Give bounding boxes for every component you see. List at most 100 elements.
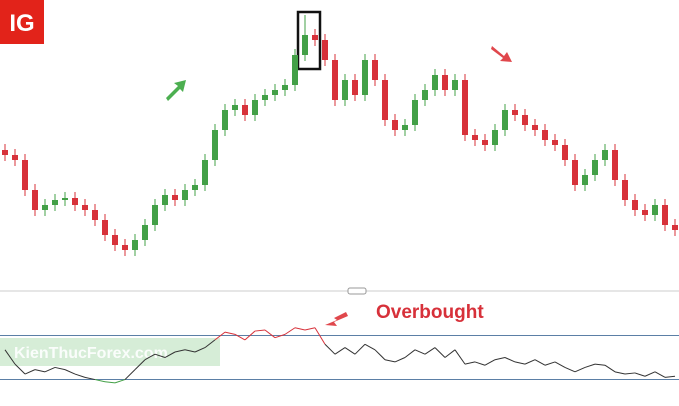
rsi-segment: [4, 349, 16, 365]
rsi-segment: [394, 357, 406, 363]
rsi-segment: [224, 331, 236, 335]
candle-body: [652, 205, 658, 215]
candle-body: [42, 205, 48, 210]
candle-body: [472, 135, 478, 140]
rsi-segment: [74, 373, 86, 378]
candle-body: [272, 90, 278, 95]
rsi-segment: [104, 381, 116, 384]
rsi-segment: [644, 371, 656, 377]
candle-body: [332, 60, 338, 100]
candle-body: [552, 140, 558, 145]
rsi-segment: [424, 347, 436, 355]
candle-body: [162, 195, 168, 205]
candle-body: [12, 155, 18, 160]
candle-body: [622, 180, 628, 200]
rsi-segment: [164, 351, 176, 358]
rsi-segment: [474, 361, 486, 366]
candle-body: [112, 235, 118, 245]
candle-body: [202, 160, 208, 185]
candles: [2, 15, 678, 256]
rsi-segment: [94, 379, 106, 383]
rsi-segment: [624, 372, 636, 375]
up-arrow: [166, 80, 186, 101]
candle-body: [602, 150, 608, 160]
candle-body: [392, 120, 398, 130]
rsi-segment: [234, 333, 246, 341]
rsi-segment: [324, 343, 336, 355]
rsi-segment: [254, 329, 266, 332]
candle-body: [22, 160, 28, 190]
candle-body: [282, 85, 288, 90]
candle-body: [292, 55, 298, 85]
candle-body: [132, 240, 138, 250]
watermark: KienThucForex.com: [14, 345, 168, 362]
candle-body: [52, 200, 58, 205]
rsi-segment: [564, 366, 576, 373]
logo-box: [0, 0, 44, 44]
rsi-segment: [454, 349, 466, 365]
candle-body: [172, 195, 178, 200]
rsi-segment: [384, 359, 396, 363]
rsi-segment: [44, 366, 56, 373]
rsi-segment: [184, 349, 196, 353]
divider-handle[interactable]: [347, 287, 367, 295]
rsi-segment: [634, 372, 646, 377]
rsi-segment: [274, 333, 286, 339]
rsi-segment: [14, 363, 26, 375]
rsi-panel: [0, 327, 679, 384]
rsi-segment: [344, 347, 356, 355]
rsi-segment: [654, 371, 666, 378]
rsi-segment: [264, 329, 276, 339]
rsi-segment: [464, 361, 476, 365]
highlight-box: [296, 10, 322, 71]
candle-body: [502, 110, 508, 130]
rsi-segment: [114, 379, 126, 384]
rsi-segment: [664, 375, 676, 378]
candle-body: [92, 210, 98, 220]
rsi-segment: [364, 343, 376, 351]
rsi-segment: [374, 349, 386, 361]
candle-body: [662, 205, 668, 225]
candle-body: [572, 160, 578, 185]
down-arrow: [491, 46, 512, 62]
candle-body: [142, 225, 148, 240]
candle-body: [492, 130, 498, 145]
candle-body: [632, 200, 638, 210]
candle-body: [482, 140, 488, 145]
candle-body: [642, 210, 648, 215]
candle-body: [62, 198, 68, 200]
rsi-segment: [24, 369, 36, 375]
candle-body: [462, 80, 468, 135]
rsi-segment: [294, 327, 306, 331]
rsi-segment: [284, 327, 296, 335]
candle-body: [442, 75, 448, 90]
rsi-segment: [84, 376, 96, 381]
rsi-segment: [34, 369, 46, 373]
candle-body: [512, 110, 518, 115]
candle-body: [82, 205, 88, 210]
rsi-segment: [304, 327, 316, 331]
candle-body: [362, 60, 368, 95]
rsi-segment: [334, 347, 346, 355]
candle-body: [222, 110, 228, 130]
rsi-segment: [584, 363, 596, 368]
candle-body: [432, 75, 438, 90]
candle-body: [212, 130, 218, 160]
candle-body: [302, 35, 308, 55]
candle-body: [322, 40, 328, 60]
rsi-segment: [534, 359, 546, 366]
candle-body: [352, 80, 358, 95]
logo: IG: [9, 10, 34, 37]
candle-body: [422, 90, 428, 100]
rsi-segment: [404, 349, 416, 358]
candle-body: [152, 205, 158, 225]
candle-body: [342, 80, 348, 100]
rsi-segment: [214, 331, 226, 341]
rsi-segment: [484, 359, 496, 366]
rsi-segment: [204, 339, 216, 348]
rsi-segment: [524, 359, 536, 365]
rsi-segment: [414, 349, 426, 355]
candle-body: [592, 160, 598, 175]
rsi-segment: [544, 361, 556, 366]
